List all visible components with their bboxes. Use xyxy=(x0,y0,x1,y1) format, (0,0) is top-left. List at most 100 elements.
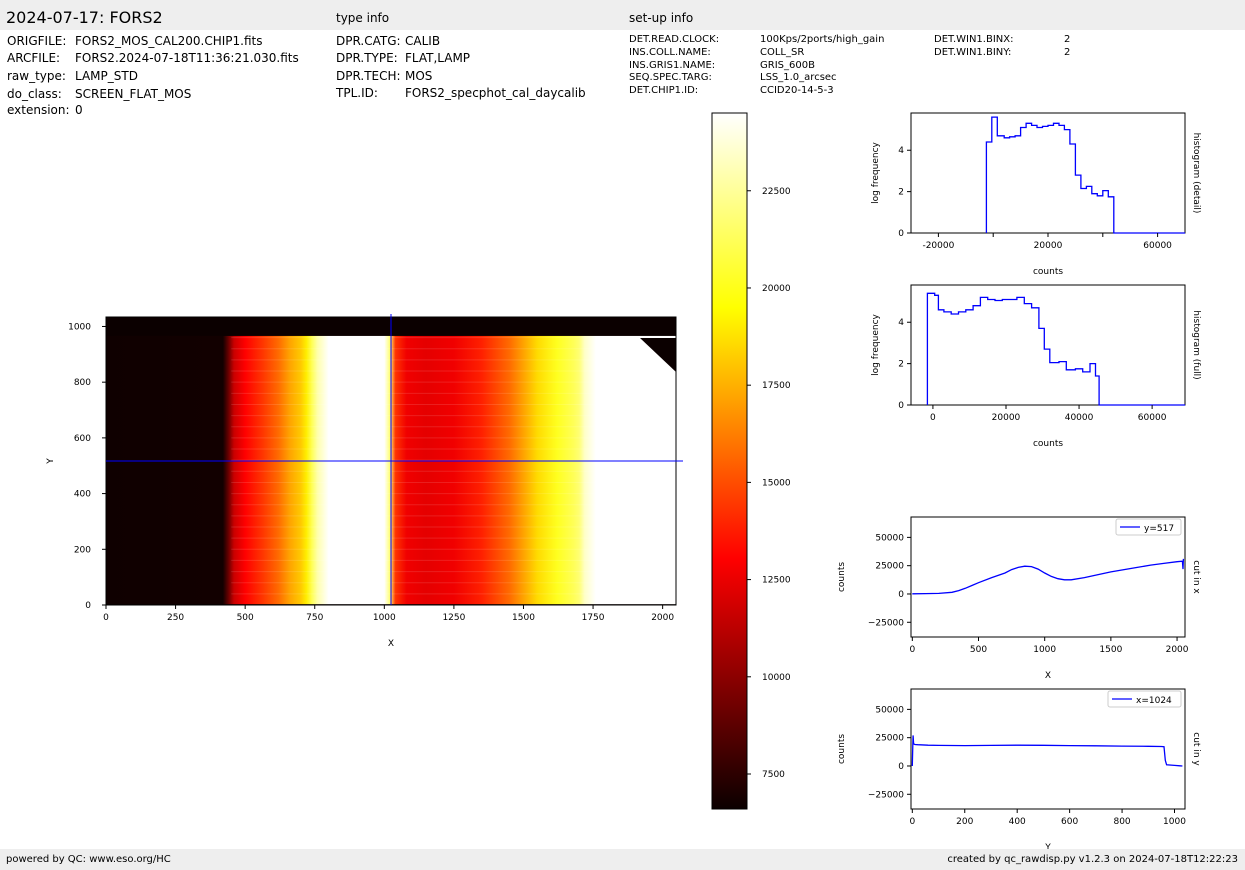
histogram-full-x-tick-label: 0 xyxy=(930,413,936,423)
histogram-full-y-tick-label: 2 xyxy=(898,360,904,370)
dpr-tech-value: MOS xyxy=(405,69,433,83)
dpr-type-value: FLAT,LAMP xyxy=(405,51,471,65)
extension-value: 0 xyxy=(75,103,83,117)
ins-gris1-name-key: INS.GRIS1.NAME: xyxy=(629,60,716,71)
cut-in-x-x-tick-label: 2000 xyxy=(1166,645,1189,655)
image-y-axis: 0 200 400 600 800 1000 xyxy=(68,322,106,611)
cut-in-x-x-tick-label: 0 xyxy=(909,645,915,655)
cut-in-x-x-label: X xyxy=(1045,671,1051,681)
cut-in-x-axes: 0 500 1000 1500 2000 −25000 0 25000 50000 xyxy=(868,533,1189,655)
histogram-detail-axes: -20000 20000 60000 0 2 4 xyxy=(898,146,1172,251)
image-x-tick-label: 1500 xyxy=(512,613,535,623)
image-x-tick-label: 0 xyxy=(103,613,109,623)
cut-in-x-line xyxy=(912,558,1185,595)
histogram-full-side-label: histogram (full) xyxy=(1191,310,1201,379)
image-row-stripes xyxy=(231,337,607,595)
det-chip1-id-key: DET.CHIP1.ID: xyxy=(629,85,699,96)
image-y-tick-label: 0 xyxy=(85,601,91,611)
dpr-catg-value: CALIB xyxy=(405,34,441,48)
cut-in-y-frame xyxy=(910,688,1186,810)
image-x-tick-label: 500 xyxy=(237,613,254,623)
cut-in-y-x-label: Y xyxy=(1044,843,1051,853)
histogram-full-frame xyxy=(910,284,1186,406)
image-corner-vignette xyxy=(640,338,676,372)
image-x-tick-label: 750 xyxy=(306,613,323,623)
cut-in-y-legend-label: x=1024 xyxy=(1136,696,1172,706)
cut-in-x-frame xyxy=(910,516,1186,638)
cut-in-y-x-tick-label: 0 xyxy=(909,817,915,827)
image-x-tick-label: 250 xyxy=(167,613,184,623)
cut-in-y-x-tick-label: 600 xyxy=(1061,817,1078,827)
colorbar-ticks: 7500 10000 12500 15000 17500 20000 22500 xyxy=(747,187,791,780)
det-win1-biny-value: 2 xyxy=(1064,47,1071,58)
raw-type-key: raw_type: xyxy=(7,69,66,83)
cut-in-y-x-tick-label: 200 xyxy=(956,817,973,827)
tpl-id-value: FORS2_specphot_cal_daycalib xyxy=(405,86,586,100)
cut-in-y-axes: 0 200 400 600 800 1000 −25000 0 25000 50000 xyxy=(868,705,1186,827)
cut-in-y-legend-box xyxy=(1107,690,1182,708)
raw-type-value: LAMP_STD xyxy=(75,69,138,83)
cut-in-y-line xyxy=(911,735,1183,767)
det-win1-binx-key: DET.WIN1.BINX: xyxy=(934,34,1014,45)
do-class-value: SCREEN_FLAT_MOS xyxy=(75,87,192,101)
cut-in-y-x-tick-label: 800 xyxy=(1113,817,1130,827)
origfile-value: FORS2_MOS_CAL200.CHIP1.fits xyxy=(75,34,263,48)
histogram-full-panel: 0 20000 40000 60000 0 2 4 counts log frequency… xyxy=(871,284,1201,449)
dpr-type-key: DPR.TYPE: xyxy=(336,51,398,65)
cut-in-x-y-label: counts xyxy=(837,562,847,592)
det-read-clock-key: DET.READ.CLOCK: xyxy=(629,34,720,45)
arcfile-key: ARCFILE: xyxy=(7,51,61,65)
dpr-catg-key: DPR.CATG: xyxy=(336,34,401,48)
cut-in-x-y-tick-label: 0 xyxy=(898,590,904,600)
colorbar-gradient[interactable] xyxy=(711,112,748,810)
histogram-detail-panel: -20000 20000 60000 0 2 4 counts log frequency… xyxy=(871,112,1201,277)
image-x-tick-label: 1250 xyxy=(442,613,465,623)
footer-created-by: created by qc_rawdisp.py v1.2.3 on 2024-… xyxy=(947,854,1238,865)
dpr-tech-key: DPR.TECH: xyxy=(336,69,401,83)
histogram-detail-x-tick-label: -20000 xyxy=(922,241,954,251)
cut-in-y-y-tick-label: 25000 xyxy=(875,734,904,744)
cut-in-y-panel: 0 200 400 600 800 1000 −25000 0 25000 50000 x=102… xyxy=(837,688,1201,853)
header-bar xyxy=(0,0,1245,30)
type-info-heading: type info xyxy=(336,11,390,25)
histogram-full-x-tick-label: 60000 xyxy=(1138,413,1167,423)
histogram-full-x-tick-label: 20000 xyxy=(992,413,1021,423)
histogram-full-x-tick-label: 40000 xyxy=(1065,413,1094,423)
cut-in-x-y-tick-label: 25000 xyxy=(875,562,904,572)
cut-in-x-legend: y=517 xyxy=(1115,518,1182,536)
cut-in-x-x-tick-label: 1000 xyxy=(1033,645,1056,655)
histogram-detail-y-tick-label: 4 xyxy=(898,146,904,156)
ins-coll-name-value: COLL_SR xyxy=(760,47,805,58)
footer-bar xyxy=(0,849,1245,870)
do-class-key: do_class: xyxy=(7,87,62,101)
histogram-detail-x-tick-label: 60000 xyxy=(1143,241,1172,251)
origfile-key: ORIGFILE: xyxy=(7,34,67,48)
colorbar-tick-label: 22500 xyxy=(762,187,791,197)
histogram-full-y-tick-label: 4 xyxy=(898,318,904,328)
histogram-full-axes: 0 20000 40000 60000 0 2 4 xyxy=(898,318,1166,423)
image-y-tick-label: 200 xyxy=(74,545,91,555)
histogram-detail-y-tick-label: 0 xyxy=(898,229,904,239)
histogram-full-x-label: counts xyxy=(1033,439,1063,449)
colorbar-tick-label: 15000 xyxy=(762,478,791,488)
histogram-full-y-label: log frequency xyxy=(871,313,881,375)
image-y-axis-label: Y xyxy=(46,458,56,465)
det-read-clock-value: 100Kps/2ports/high_gain xyxy=(760,34,885,45)
cut-in-y-x-tick-label: 1000 xyxy=(1163,817,1186,827)
cut-in-y-y-label: counts xyxy=(837,734,847,764)
extension-key: extension: xyxy=(7,103,70,117)
histogram-full-y-tick-label: 0 xyxy=(898,401,904,411)
setup-info-heading: set-up info xyxy=(629,11,694,25)
det-win1-binx-value: 2 xyxy=(1064,34,1071,45)
cut-in-y-legend: x=1024 xyxy=(1107,690,1182,708)
histogram-detail-steps xyxy=(985,116,1185,234)
histogram-detail-y-tick-label: 2 xyxy=(898,188,904,198)
cut-in-x-x-tick-label: 500 xyxy=(970,645,987,655)
histogram-detail-frame xyxy=(910,112,1186,234)
colorbar-tick-label: 10000 xyxy=(762,673,791,683)
colorbar-tick-label: 20000 xyxy=(762,284,791,294)
image-x-axis: 0 250 500 750 1000 1250 1500 1750 2000 xyxy=(103,605,674,623)
histogram-detail-side-label: histogram (detail) xyxy=(1191,133,1201,214)
image-y-tick-label: 600 xyxy=(74,434,91,444)
